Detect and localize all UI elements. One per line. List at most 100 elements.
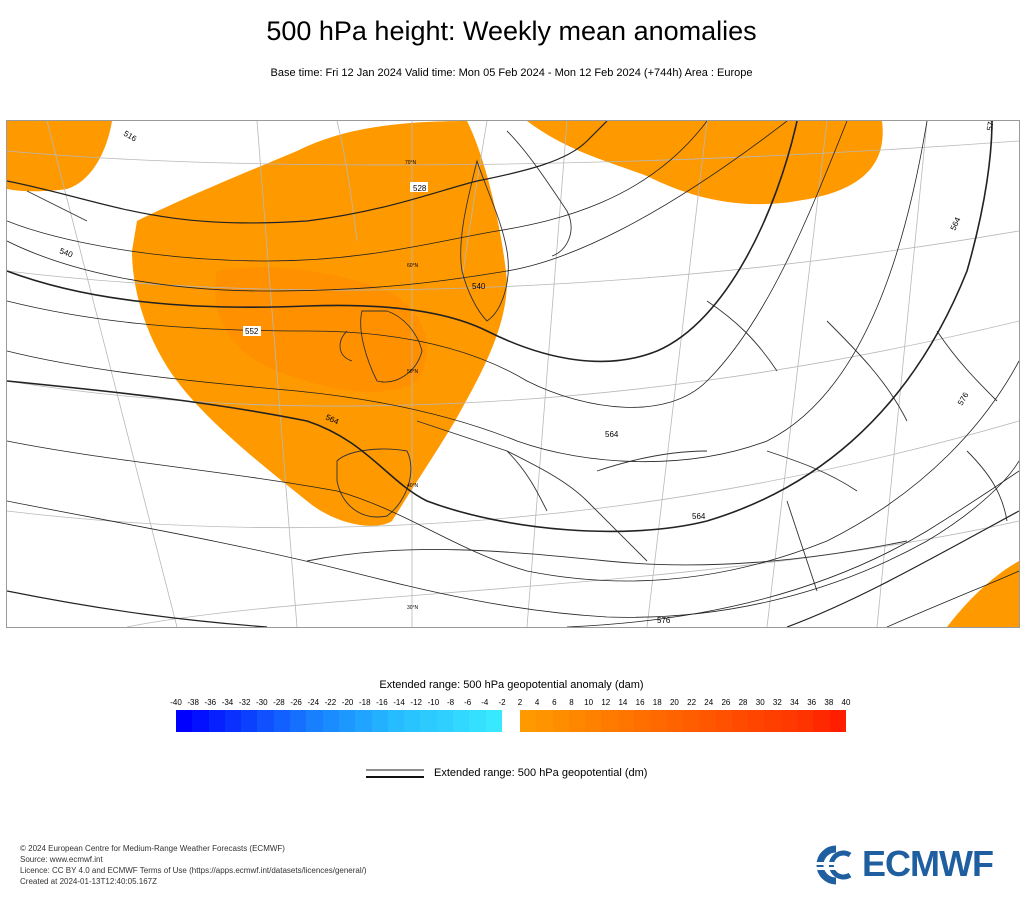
colorbar-cell	[241, 710, 258, 732]
colorbar-cell	[420, 710, 437, 732]
colorbar-cell	[617, 710, 635, 732]
legend-tick-label: -20	[341, 698, 354, 707]
europe-map: 528 540 552 564 576 516 564 564 576 564 …	[6, 120, 1020, 628]
geopotential-line-label: Extended range: 500 hPa geopotential (dm…	[434, 767, 648, 779]
colorbar-cell	[520, 710, 537, 732]
colorbar-cell	[208, 710, 225, 732]
colorbar-cell	[650, 710, 667, 732]
anomaly-legend-title: Extended range: 500 hPa geopotential ano…	[379, 679, 644, 691]
contour-label: 576	[985, 121, 996, 131]
ecmwf-logo-text: ECMWF	[862, 843, 994, 884]
contour-label: 516	[122, 129, 139, 144]
contour-label: 576	[956, 390, 971, 407]
colorbar-cell	[813, 710, 830, 732]
colorbar-cell	[829, 710, 846, 732]
legend-tick-label: -18	[358, 698, 371, 707]
legend-tick-label: 18	[652, 698, 662, 707]
legend-tick-label: 34	[790, 698, 799, 707]
legend-tick-label: 4	[534, 698, 540, 707]
colorbar-cell	[176, 710, 193, 732]
footer-line: Created at 2024-01-13T12:40:05.167Z	[20, 877, 157, 886]
colorbar-cell	[290, 710, 307, 732]
legend-tick-label: -22	[324, 698, 337, 707]
legend-tick-label: -40	[170, 698, 182, 707]
colorbar-cell	[338, 710, 356, 732]
colorbar-cell	[536, 710, 553, 732]
graticule	[7, 121, 1019, 627]
colorbar-cell	[797, 710, 814, 732]
colorbar-cell	[322, 710, 339, 732]
legend-tick-label: 30	[755, 698, 765, 707]
contour-label: 564	[605, 430, 619, 439]
colorbar-cell	[764, 710, 781, 732]
legend-tick-label: 28	[738, 698, 748, 707]
colorbar-cell	[731, 710, 749, 732]
colorbar-cell	[436, 710, 454, 732]
positive-anomaly-core	[215, 267, 427, 392]
legend-tick-label: 36	[807, 698, 817, 707]
ecmwf-logo-icon	[816, 845, 856, 885]
contour-label: 552	[245, 327, 259, 336]
legend-tick-label: -26	[290, 698, 302, 707]
contour-label: 528	[413, 184, 427, 193]
legend-tick-label: -2	[498, 698, 506, 707]
legend-tick-label: 2	[517, 698, 523, 707]
colorbar-cell	[273, 710, 291, 732]
lat-label: 50°N	[407, 369, 419, 375]
legend-tick-label: 20	[669, 698, 679, 707]
legend-tick-label: -16	[376, 698, 388, 707]
contour-label: 540	[472, 282, 486, 291]
legend-tick-label: -24	[307, 698, 320, 707]
lat-label: 70°N	[405, 160, 417, 166]
negative-anomaly-colorbar	[176, 710, 502, 732]
legend-tick-label: -34	[221, 698, 234, 707]
colorbar-cell	[192, 710, 209, 732]
lat-label: 40°N	[407, 483, 419, 489]
colorbar-cell	[404, 710, 421, 732]
colorbar-cell	[306, 710, 323, 732]
legend-tick-label: -36	[204, 698, 217, 707]
colorbar-cell	[780, 710, 798, 732]
legend-tick-label: -38	[187, 698, 199, 707]
geopotential-line-legend: Extended range: 500 hPa geopotential (dm…	[366, 767, 647, 786]
legend-tick-label: 26	[721, 698, 731, 707]
colorbar-cell	[257, 710, 274, 732]
legend-tick-label: 16	[635, 698, 645, 707]
positive-anomaly-colorbar	[520, 710, 846, 732]
coastlines	[26, 130, 1008, 592]
colorbar-cell	[601, 710, 618, 732]
geopotential-contours	[7, 121, 1019, 627]
colorbar-cell	[485, 710, 502, 732]
legend-tick-label: -30	[256, 698, 268, 707]
colorbar-cell	[748, 710, 765, 732]
colorbar-cell	[453, 710, 470, 732]
legend-tick-label: 14	[618, 698, 628, 707]
colorbar-cell	[715, 710, 732, 732]
legend-tick-label: -4	[481, 698, 489, 707]
colorbar-cell	[552, 710, 569, 732]
legend-tick-label: -32	[238, 698, 251, 707]
chart-title: 500 hPa height: Weekly mean anomalies	[266, 16, 757, 46]
footer-line: Licence: CC BY 4.0 and ECMWF Terms of Us…	[20, 866, 367, 875]
contour-label: 576	[657, 616, 671, 625]
chart-subtitle: Base time: Fri 12 Jan 2024 Valid time: M…	[270, 67, 753, 79]
colorbar-cell	[634, 710, 651, 732]
contour-label: 564	[692, 512, 706, 521]
colorbar-cell	[371, 710, 388, 732]
legend-tick-label: 32	[772, 698, 782, 707]
copyright-footer: © 2024 European Centre for Medium-Range …	[20, 843, 367, 887]
legend-tick-label: -6	[464, 698, 472, 707]
legend-tick-label: -12	[410, 698, 422, 707]
lat-label: 30°N	[407, 605, 419, 611]
legend-tick-label: 12	[601, 698, 611, 707]
legend-tick-label: 24	[704, 698, 714, 707]
lat-label: 60°N	[407, 263, 419, 269]
positive-anomaly-nw	[7, 121, 112, 192]
legend-tick-label: 22	[687, 698, 697, 707]
legend-tick-label: -10	[427, 698, 440, 707]
colorbar-cell	[469, 710, 486, 732]
colorbar-cell	[355, 710, 372, 732]
ecmwf-logo: ECMWF	[812, 843, 1004, 887]
positive-anomaly-ne	[527, 121, 883, 205]
contour-label: 564	[949, 215, 963, 231]
